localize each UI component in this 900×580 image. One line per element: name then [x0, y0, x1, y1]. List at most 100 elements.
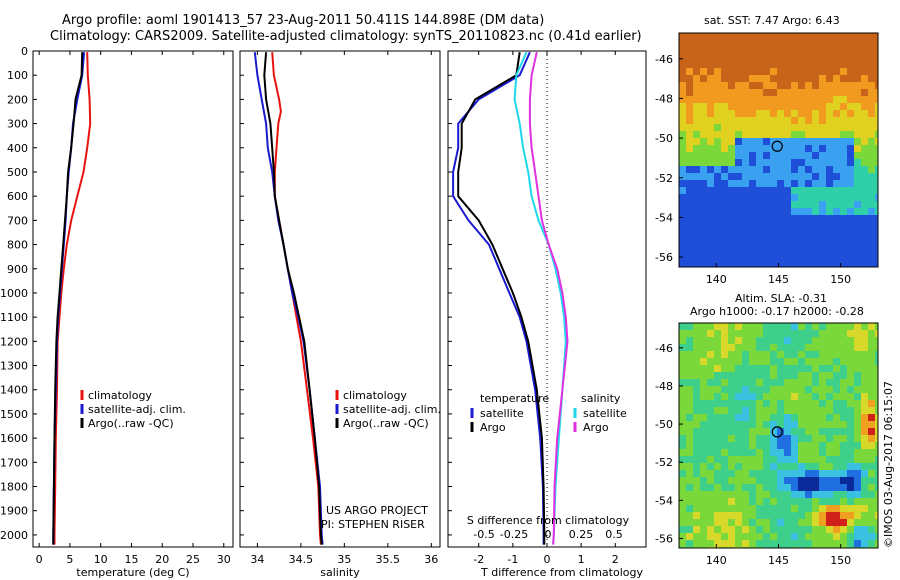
map-cell: [742, 323, 749, 330]
map-cell: [735, 61, 742, 68]
map-cell: [679, 400, 686, 407]
map-cell: [777, 54, 784, 61]
map-cell: [700, 365, 707, 372]
map-cell: [742, 243, 749, 250]
map-cell: [721, 180, 728, 187]
map-cell: [721, 421, 728, 428]
y-tick-label: 1600: [0, 432, 28, 445]
legend-label: satellite: [583, 407, 627, 420]
map-cell: [868, 365, 875, 372]
map-cell: [826, 491, 833, 498]
map-cell: [868, 264, 875, 267]
y-tick-label: 1200: [0, 335, 28, 348]
map-cell: [791, 491, 798, 498]
map-cell: [770, 166, 777, 173]
map-cell: [791, 243, 798, 250]
map-cell: [805, 379, 812, 386]
map-cell: [805, 386, 812, 393]
map-cell: [770, 33, 777, 40]
map-cell: [784, 82, 791, 89]
series-line-climatology: [53, 52, 92, 545]
map-cell: [693, 110, 700, 117]
map-cell: [749, 484, 756, 491]
map-cell: [840, 243, 847, 250]
map-cell: [700, 456, 707, 463]
map-cell: [728, 449, 735, 456]
map-cell: [763, 243, 770, 250]
map-cell: [777, 512, 784, 519]
map-cell: [714, 229, 721, 236]
map-cell: [798, 257, 805, 264]
map-cell: [819, 351, 826, 358]
map-cell: [721, 215, 728, 222]
map-cell: [819, 145, 826, 152]
map-cell: [812, 89, 819, 96]
map-cell: [819, 229, 826, 236]
map-cell: [861, 498, 868, 505]
map-cell: [721, 194, 728, 201]
map-cell: [833, 264, 840, 267]
map-cell: [749, 533, 756, 540]
y-tick-label: 1100: [0, 311, 28, 324]
map-cell: [756, 421, 763, 428]
map-cell: [728, 82, 735, 89]
map-cell: [707, 372, 714, 379]
map-cell: [700, 159, 707, 166]
map-cell: [679, 180, 686, 187]
map-cell: [854, 229, 861, 236]
map-cell: [763, 456, 770, 463]
map-cell: [847, 351, 854, 358]
map-cell: [693, 61, 700, 68]
map-cell: [700, 222, 707, 229]
map-cell: [714, 180, 721, 187]
map-cell: [791, 96, 798, 103]
map-cell: [791, 526, 798, 533]
map-cell: [770, 243, 777, 250]
map-cell: [819, 358, 826, 365]
map-cell: [763, 442, 770, 449]
map-cell: [847, 421, 854, 428]
map-cell: [826, 145, 833, 152]
map-cell: [840, 421, 847, 428]
map-cell: [700, 236, 707, 243]
map-cell: [728, 61, 735, 68]
map-cell: [721, 512, 728, 519]
sla-map: 140 145 150-46-48-50-52-54-56: [655, 322, 879, 567]
map-cell: [791, 131, 798, 138]
map-cell: [847, 236, 854, 243]
map-cell: [784, 323, 791, 330]
map-cell: [812, 351, 819, 358]
map-cell: [700, 400, 707, 407]
map-cell: [826, 243, 833, 250]
map-cell: [833, 365, 840, 372]
map-cell: [854, 337, 861, 344]
map-cell: [686, 323, 693, 330]
map-cell: [756, 477, 763, 484]
map-cell: [728, 540, 735, 547]
map-cell: [735, 229, 742, 236]
map-cell: [840, 407, 847, 414]
map-cell: [770, 337, 777, 344]
map-cell: [847, 372, 854, 379]
map-cell: [770, 421, 777, 428]
map-cell: [763, 526, 770, 533]
map-cell: [812, 103, 819, 110]
map-cell: [826, 54, 833, 61]
plot-frame: [32, 50, 234, 548]
map-cell: [700, 229, 707, 236]
map-cell: [784, 540, 791, 547]
map-cell: [840, 159, 847, 166]
legend-label: Argo(..raw -QC): [343, 417, 429, 430]
map-cell: [763, 96, 770, 103]
map-cell: [707, 456, 714, 463]
map-cell: [749, 264, 756, 267]
map-y-tick-label: -46: [655, 342, 673, 355]
map-y-tick-label: -52: [655, 456, 673, 469]
map-cell: [742, 194, 749, 201]
map-cell: [721, 131, 728, 138]
map-cell: [735, 40, 742, 47]
map-cell: [700, 505, 707, 512]
map-cell: [819, 512, 826, 519]
map-cell: [798, 414, 805, 421]
